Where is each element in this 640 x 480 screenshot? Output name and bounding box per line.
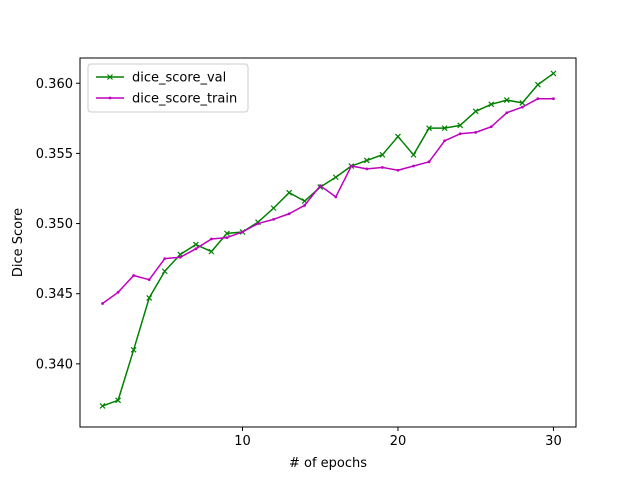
point-dice-score-train-3 bbox=[132, 274, 136, 277]
point-dice-score-val-13 bbox=[286, 189, 293, 196]
y-axis-ticks: 0.340 0.345 0.350 0.355 0.360 bbox=[36, 77, 80, 372]
point-dice-score-train-7 bbox=[194, 247, 198, 251]
point-dice-score-train-14 bbox=[303, 203, 307, 207]
y-tick-label-0-345: 0.345 bbox=[36, 287, 73, 302]
point-dice-score-train-28 bbox=[520, 105, 524, 109]
point-dice-score-train-16 bbox=[334, 195, 338, 199]
point-dice-score-val-18 bbox=[363, 157, 370, 164]
y-tick-label-0-350: 0.350 bbox=[36, 217, 73, 232]
point-dice-score-train-23 bbox=[443, 139, 447, 143]
point-dice-score-val-4 bbox=[146, 294, 153, 301]
y-tick-label-0-360: 0.360 bbox=[36, 77, 73, 92]
series-layer bbox=[99, 70, 557, 409]
point-dice-score-val-23 bbox=[441, 125, 448, 132]
point-dice-score-train-27 bbox=[505, 111, 509, 115]
point-dice-score-train-20 bbox=[396, 168, 400, 172]
legend-entry-dice-score-val: dice_score_val bbox=[96, 71, 226, 86]
series-line-dice-score-train bbox=[102, 97, 554, 305]
point-dice-score-val-27 bbox=[503, 97, 510, 104]
point-dice-score-train-13 bbox=[287, 212, 291, 216]
point-dice-score-train-30 bbox=[552, 97, 555, 101]
x-tick-label-20: 20 bbox=[390, 434, 407, 449]
point-dice-score-val-25 bbox=[472, 108, 479, 115]
legend-box bbox=[87, 63, 249, 113]
x-axis-label: # of epochs bbox=[289, 456, 367, 471]
x-axis-ticks: 10 20 30 bbox=[234, 427, 562, 449]
point-dice-score-train-4 bbox=[147, 278, 151, 282]
legend: dice_score_val dice_score_train bbox=[87, 63, 249, 113]
legend-marker-train bbox=[108, 96, 112, 100]
point-dice-score-val-19 bbox=[379, 151, 386, 158]
point-dice-score-val-30 bbox=[550, 70, 557, 77]
point-dice-score-val-21 bbox=[410, 151, 417, 158]
point-dice-score-train-29 bbox=[536, 97, 540, 101]
point-dice-score-train-2 bbox=[116, 290, 120, 294]
legend-entry-dice-score-train: dice_score_train bbox=[96, 92, 237, 107]
point-dice-score-train-5 bbox=[163, 257, 167, 261]
legend-label-val: dice_score_val bbox=[132, 71, 226, 86]
legend-label-train: dice_score_train bbox=[132, 92, 237, 107]
y-tick-label-0-340: 0.340 bbox=[36, 357, 73, 372]
x-tick-label-10: 10 bbox=[234, 434, 251, 449]
point-dice-score-val-1 bbox=[99, 403, 106, 409]
y-axis-label: Dice Score bbox=[11, 208, 26, 277]
point-dice-score-train-18 bbox=[365, 167, 369, 171]
point-dice-score-train-21 bbox=[412, 164, 415, 168]
point-dice-score-val-29 bbox=[534, 81, 541, 88]
point-dice-score-val-26 bbox=[488, 101, 495, 108]
point-dice-score-val-2 bbox=[115, 397, 122, 404]
point-dice-score-val-3 bbox=[130, 346, 137, 353]
point-dice-score-train-26 bbox=[489, 125, 493, 129]
series-dice-score-train bbox=[101, 97, 555, 305]
legend-marker-val bbox=[107, 74, 113, 80]
point-dice-score-train-25 bbox=[474, 130, 478, 134]
point-dice-score-train-9 bbox=[225, 236, 229, 239]
point-dice-score-train-10 bbox=[241, 230, 244, 234]
point-dice-score-train-19 bbox=[381, 166, 384, 169]
point-dice-score-train-24 bbox=[458, 132, 462, 136]
point-dice-score-val-5 bbox=[161, 268, 168, 275]
point-dice-score-train-6 bbox=[178, 255, 182, 259]
point-dice-score-val-12 bbox=[270, 205, 277, 212]
point-dice-score-val-24 bbox=[457, 122, 464, 129]
point-dice-score-train-15 bbox=[318, 184, 322, 188]
y-tick-label-0-355: 0.355 bbox=[36, 147, 73, 162]
x-tick-label-30: 30 bbox=[545, 434, 562, 449]
point-dice-score-train-11 bbox=[256, 222, 260, 225]
legend-marker-glyph-dice-score-train bbox=[108, 96, 112, 100]
point-dice-score-val-16 bbox=[332, 174, 339, 181]
point-dice-score-val-22 bbox=[426, 125, 432, 132]
point-dice-score-val-8 bbox=[208, 248, 215, 255]
point-dice-score-train-12 bbox=[272, 217, 275, 221]
point-dice-score-train-22 bbox=[427, 160, 431, 164]
point-dice-score-val-28 bbox=[519, 99, 526, 106]
point-dice-score-val-9 bbox=[224, 230, 230, 237]
point-dice-score-val-7 bbox=[192, 241, 199, 248]
point-dice-score-val-20 bbox=[395, 133, 401, 140]
legend-marker-glyph-dice-score-val bbox=[107, 74, 113, 80]
point-dice-score-train-8 bbox=[209, 237, 213, 241]
point-dice-score-train-17 bbox=[349, 164, 353, 168]
axes-frame bbox=[79, 57, 577, 428]
point-dice-score-train-1 bbox=[101, 302, 104, 305]
